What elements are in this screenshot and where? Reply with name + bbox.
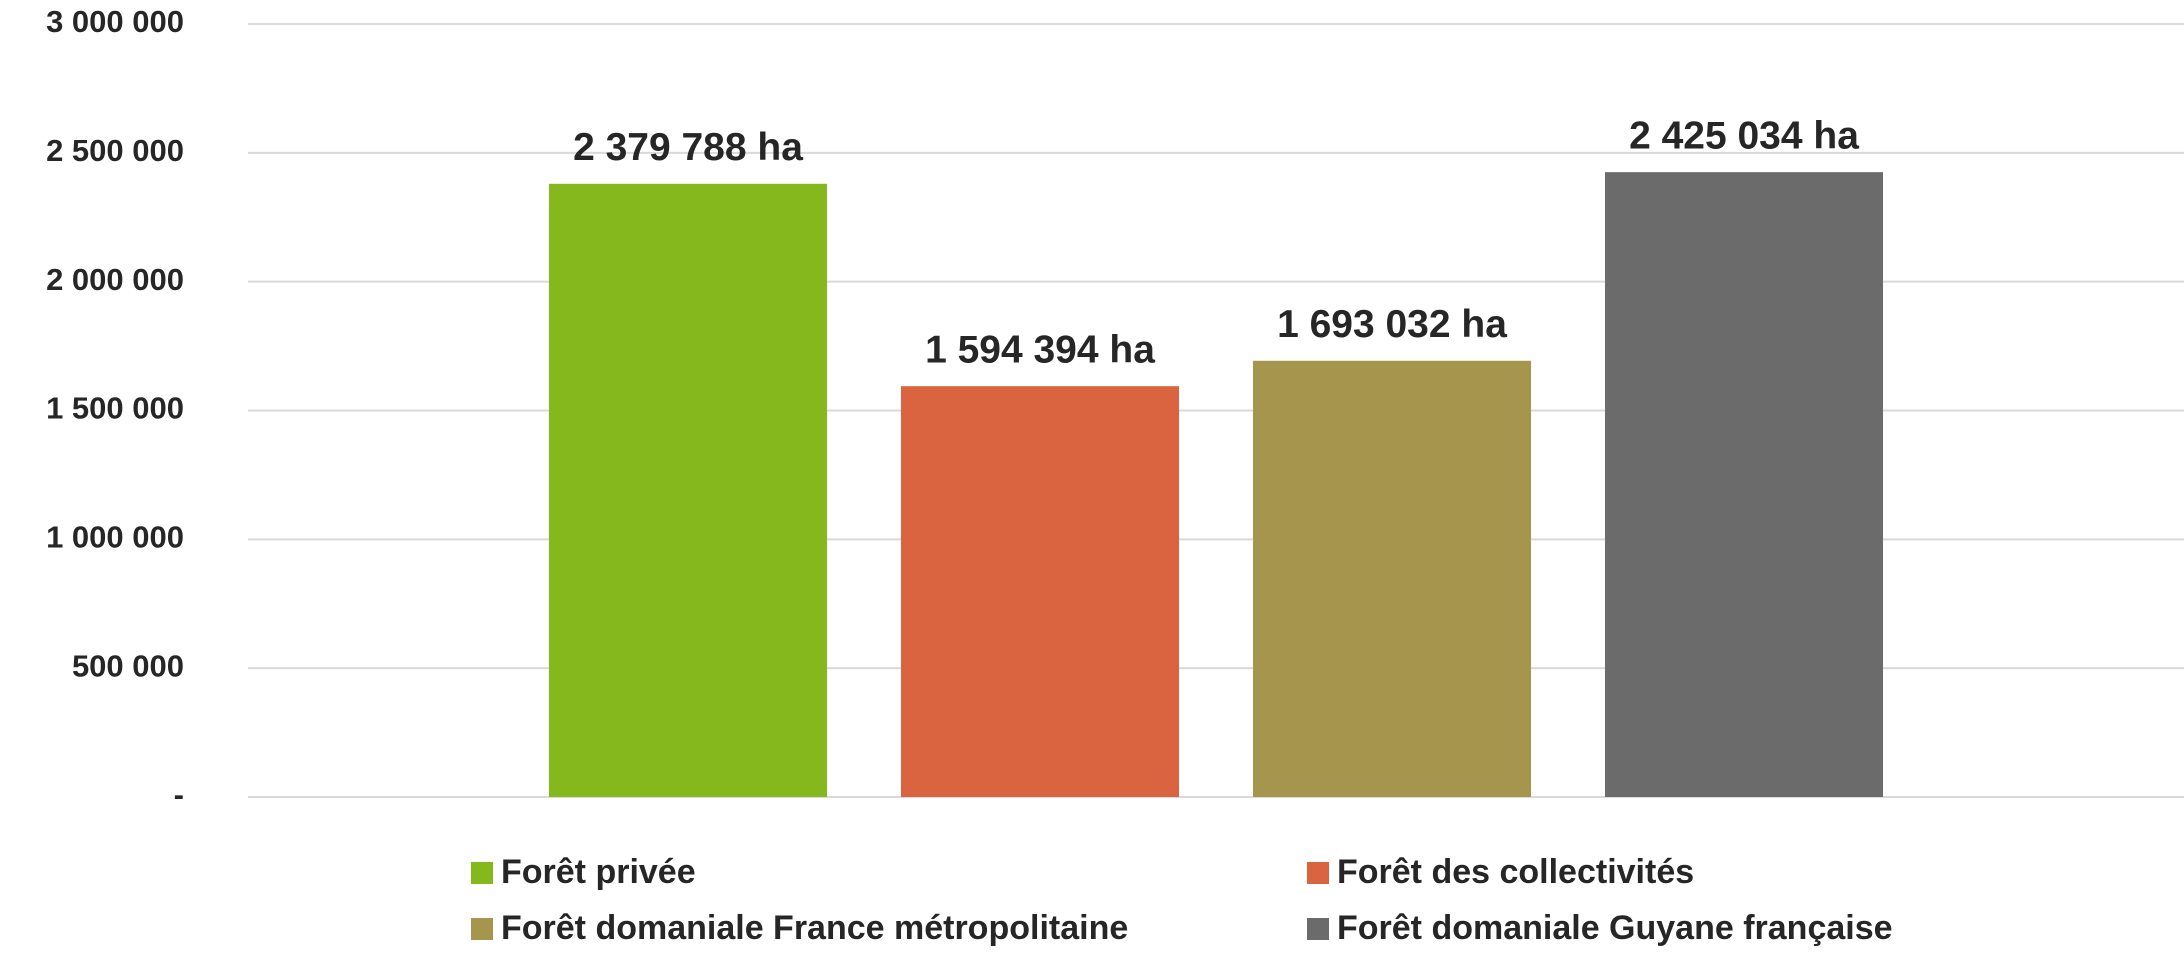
legend-swatch — [1307, 918, 1329, 940]
y-tick-label: 1 500 000 — [46, 391, 184, 426]
data-label: 2 379 788 ha — [573, 126, 803, 169]
y-tick-label: 500 000 — [72, 648, 184, 683]
y-tick-label: 1 000 000 — [46, 520, 184, 555]
legend-swatch — [471, 918, 493, 940]
data-label: 1 594 394 ha — [925, 328, 1155, 371]
bar — [1605, 172, 1883, 798]
bar — [901, 386, 1179, 797]
data-label: 1 693 032 ha — [1277, 303, 1507, 346]
legend-label: Forêt privée — [501, 853, 696, 891]
legend-label: Forêt domaniale Guyane française — [1337, 909, 1893, 947]
bar — [1253, 360, 1531, 797]
bar — [549, 183, 827, 797]
legend-swatch — [471, 862, 493, 884]
legend-swatch — [1307, 862, 1329, 884]
y-tick-label: - — [174, 777, 184, 812]
y-tick-label: 2 500 000 — [46, 133, 184, 168]
y-tick-label: 2 000 000 — [46, 262, 184, 297]
legend-label: Forêt des collectivités — [1337, 853, 1694, 891]
y-tick-label: 3 000 000 — [46, 4, 184, 39]
data-label: 2 425 034 ha — [1629, 114, 1859, 157]
legend-label: Forêt domaniale France métropolitaine — [501, 909, 1128, 947]
